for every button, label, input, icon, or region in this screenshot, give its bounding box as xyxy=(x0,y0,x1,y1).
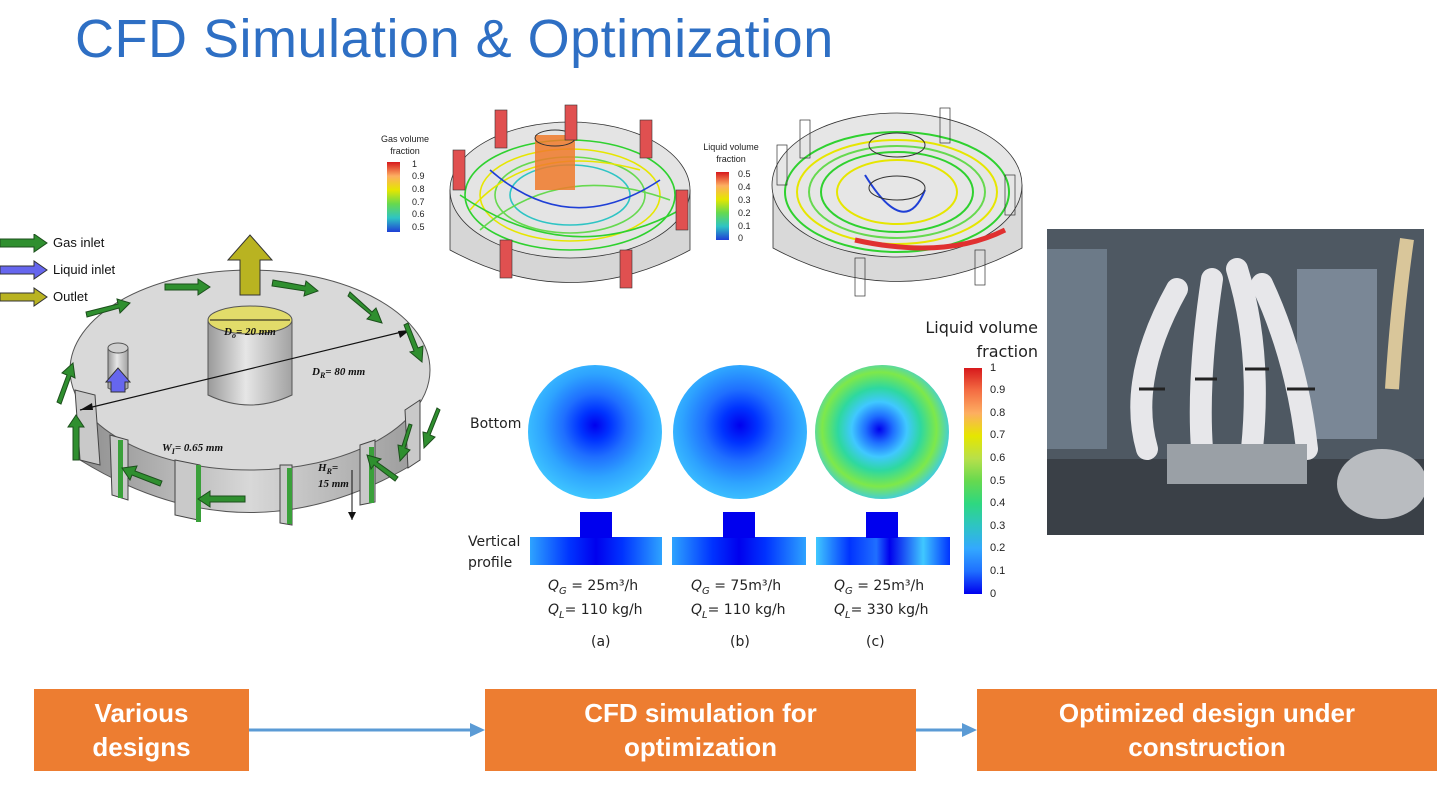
liquid-streamline-view xyxy=(765,100,1030,300)
gas-colorbar xyxy=(387,162,400,232)
legend: Gas inlet Liquid inlet Outlet xyxy=(0,234,140,310)
liquid-colorbar-big-title: Liquid volume fraction xyxy=(925,318,1038,361)
gas-colorbar-title: Gas volume fraction xyxy=(380,134,430,156)
gas-streamline-view xyxy=(440,100,700,298)
contour-bottom-c xyxy=(815,365,949,499)
slide-title: CFD Simulation & Optimization xyxy=(75,9,834,69)
case-c-caption: QG = 25m³/h QL= 330 kg/h xyxy=(834,578,929,621)
flow-step-cfd-simulation: CFD simulation for optimization xyxy=(485,689,916,771)
flow-arrow-2 xyxy=(916,723,977,737)
outlet-arrow-icon xyxy=(0,287,48,307)
profile-b xyxy=(672,537,806,565)
profile-c-stem xyxy=(866,512,898,538)
reactor-drawing xyxy=(56,234,441,526)
construction-photo xyxy=(1047,229,1424,535)
legend-gas-inlet: Gas inlet xyxy=(53,235,105,250)
dim-height: HR= 15 mm xyxy=(318,462,349,491)
photo-illustration xyxy=(1047,229,1424,535)
flow-step-optimized-design: Optimized design under construction xyxy=(977,689,1437,771)
liquid-colorbar-small-title: Liquid volume fraction xyxy=(703,142,759,164)
profile-a xyxy=(530,537,662,565)
gas-streamlines xyxy=(449,104,691,289)
gas-inlet-arrow-icon xyxy=(0,234,48,253)
profile-b-stem xyxy=(723,512,755,538)
flow-arrow-1 xyxy=(249,723,485,737)
reactor-geometry xyxy=(0,220,470,540)
dim-inlet-width: WI= 0.65 mm xyxy=(162,442,224,457)
liquid-streamlines xyxy=(771,107,1023,297)
dim-outlet-diameter: Do= 20 mm xyxy=(224,326,276,341)
contour-bottom-b xyxy=(673,365,807,499)
liquid-colorbar-small xyxy=(716,172,729,240)
case-b-caption: QG = 75m³/h QL= 110 kg/h xyxy=(691,578,786,621)
profile-c xyxy=(816,537,950,565)
liquid-inlet-arrow-icon xyxy=(0,260,48,280)
flow-step-various-designs: Various designs xyxy=(34,689,249,771)
contour-bottom-a xyxy=(528,365,662,499)
case-a-caption: QG = 25m³/h QL= 110 kg/h xyxy=(548,578,643,621)
case-c-letter: (c) xyxy=(866,634,885,650)
liquid-colorbar-big xyxy=(964,368,982,594)
profile-a-stem xyxy=(580,512,612,538)
case-b-letter: (b) xyxy=(730,634,750,650)
dim-reactor-diameter: DR= 80 mm xyxy=(312,366,366,381)
legend-liquid-inlet: Liquid inlet xyxy=(53,262,116,277)
legend-arrows xyxy=(0,234,48,307)
row-label-vertical-profile: Vertical profile xyxy=(468,534,521,571)
row-label-bottom: Bottom xyxy=(470,416,522,432)
case-a-letter: (a) xyxy=(591,634,611,650)
legend-outlet: Outlet xyxy=(53,289,88,304)
